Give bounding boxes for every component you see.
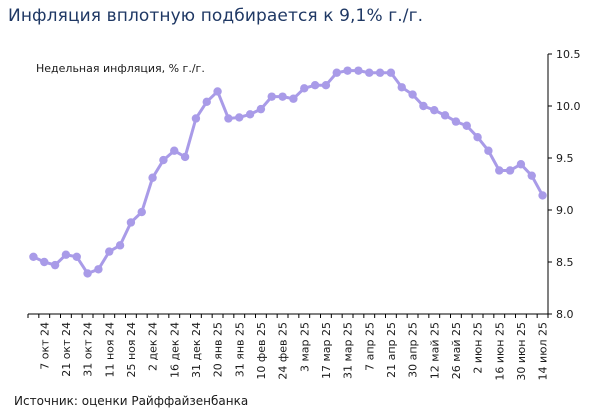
data-point <box>72 252 81 261</box>
x-tick-label: 2 июн 25 <box>472 322 485 374</box>
data-point <box>419 101 428 111</box>
data-point <box>267 92 276 101</box>
data-point <box>343 66 352 75</box>
data-point <box>159 155 168 165</box>
legend-series-name: Недельная инфляция, % г./г. <box>36 62 205 75</box>
data-point <box>321 81 331 90</box>
x-tick-label: 25 ноя 24 <box>125 322 138 378</box>
x-tick-label: 30 июн 25 <box>515 322 528 381</box>
data-point <box>83 269 92 278</box>
data-point <box>148 173 157 182</box>
data-point <box>29 252 38 261</box>
data-point <box>137 207 146 217</box>
data-point <box>473 133 482 142</box>
x-tick-label: 3 мар 25 <box>298 322 311 372</box>
x-tick-label: 2 дек 24 <box>147 322 160 371</box>
x-tick-label: 31 окт 24 <box>82 322 95 377</box>
data-point <box>538 191 547 200</box>
x-tick-label: 16 дек 24 <box>168 322 181 378</box>
data-point <box>332 68 341 77</box>
data-point <box>375 68 385 77</box>
x-tick-label: 14 июл 25 <box>537 322 550 380</box>
data-point <box>397 83 406 92</box>
chart-title: Инфляция вплотную подбирается к 9,1% г./… <box>8 6 424 26</box>
data-point <box>180 152 190 162</box>
data-point <box>245 110 255 119</box>
data-point <box>495 166 504 175</box>
x-tick-label: 16 июн 25 <box>493 322 506 381</box>
x-axis-ticks: 7 окт 24 21 окт 24 31 окт 24 11 ноя 24 25 но… <box>38 322 549 381</box>
x-tick-label: 10 фев 25 <box>255 322 268 380</box>
data-point <box>386 68 396 77</box>
x-tick-label: 20 янв 25 <box>212 322 225 377</box>
data-point <box>484 146 493 155</box>
source-note: Источник: оценки Райффайзенбанка <box>14 394 249 408</box>
data-point <box>50 260 60 270</box>
data-point <box>451 117 461 126</box>
data-point <box>440 111 450 120</box>
data-point <box>191 114 201 123</box>
x-tick-label: 31 дек 24 <box>190 322 203 378</box>
data-point <box>408 90 417 99</box>
y-tick-label: 8.5 <box>556 256 574 269</box>
data-point <box>300 84 309 93</box>
x-tick-label: 26 май 25 <box>450 322 463 379</box>
y-axis-ticks: 8.0 8.5 9.0 9.5 10.0 10.5 <box>548 48 581 321</box>
x-tick-label: 7 окт 24 <box>38 322 51 370</box>
series-line <box>32 69 544 275</box>
data-point <box>224 114 233 123</box>
x-tick-label: 17 мар 25 <box>320 322 333 379</box>
data-point <box>462 121 471 130</box>
x-tick-label: 31 янв 25 <box>233 322 246 377</box>
line-chart: 8.0 8.5 9.0 9.5 10.0 10.5 7 окт 24 21 окт 24 31… <box>27 48 581 381</box>
x-tick-label: 30 апр 25 <box>407 322 420 378</box>
data-point <box>354 66 363 75</box>
data-point <box>310 81 320 90</box>
x-tick-label: 24 фев 25 <box>277 322 290 380</box>
data-point <box>289 94 298 103</box>
data-point <box>213 87 222 96</box>
data-point <box>430 105 439 115</box>
data-point <box>126 218 136 227</box>
series-weekly-inflation <box>29 66 547 278</box>
data-point <box>516 160 526 169</box>
x-tick-label: 12 май 25 <box>428 322 441 379</box>
data-point <box>105 247 114 256</box>
x-tick-label: 21 окт 24 <box>60 322 73 377</box>
data-point <box>94 265 103 274</box>
x-tick-label: 31 мар 25 <box>342 322 355 379</box>
data-point <box>365 68 374 77</box>
x-tick-label: 11 ноя 24 <box>103 322 116 378</box>
data-point <box>61 250 71 259</box>
data-point <box>202 97 211 107</box>
data-point <box>527 171 536 180</box>
y-tick-label: 9.5 <box>556 152 574 165</box>
y-tick-label: 10.5 <box>556 48 581 61</box>
data-point <box>170 146 179 155</box>
data-point <box>40 257 49 267</box>
data-point <box>115 241 125 250</box>
y-tick-label: 8.0 <box>556 308 574 321</box>
y-tick-label: 9.0 <box>556 204 574 217</box>
data-point <box>235 113 244 122</box>
chart-axes <box>27 54 549 318</box>
y-tick-label: 10.0 <box>556 100 581 113</box>
data-point <box>278 92 287 101</box>
data-point <box>256 104 266 114</box>
x-tick-label: 21 апр 25 <box>385 322 398 378</box>
data-point <box>505 166 515 175</box>
x-tick-label: 7 апр 25 <box>363 322 376 371</box>
